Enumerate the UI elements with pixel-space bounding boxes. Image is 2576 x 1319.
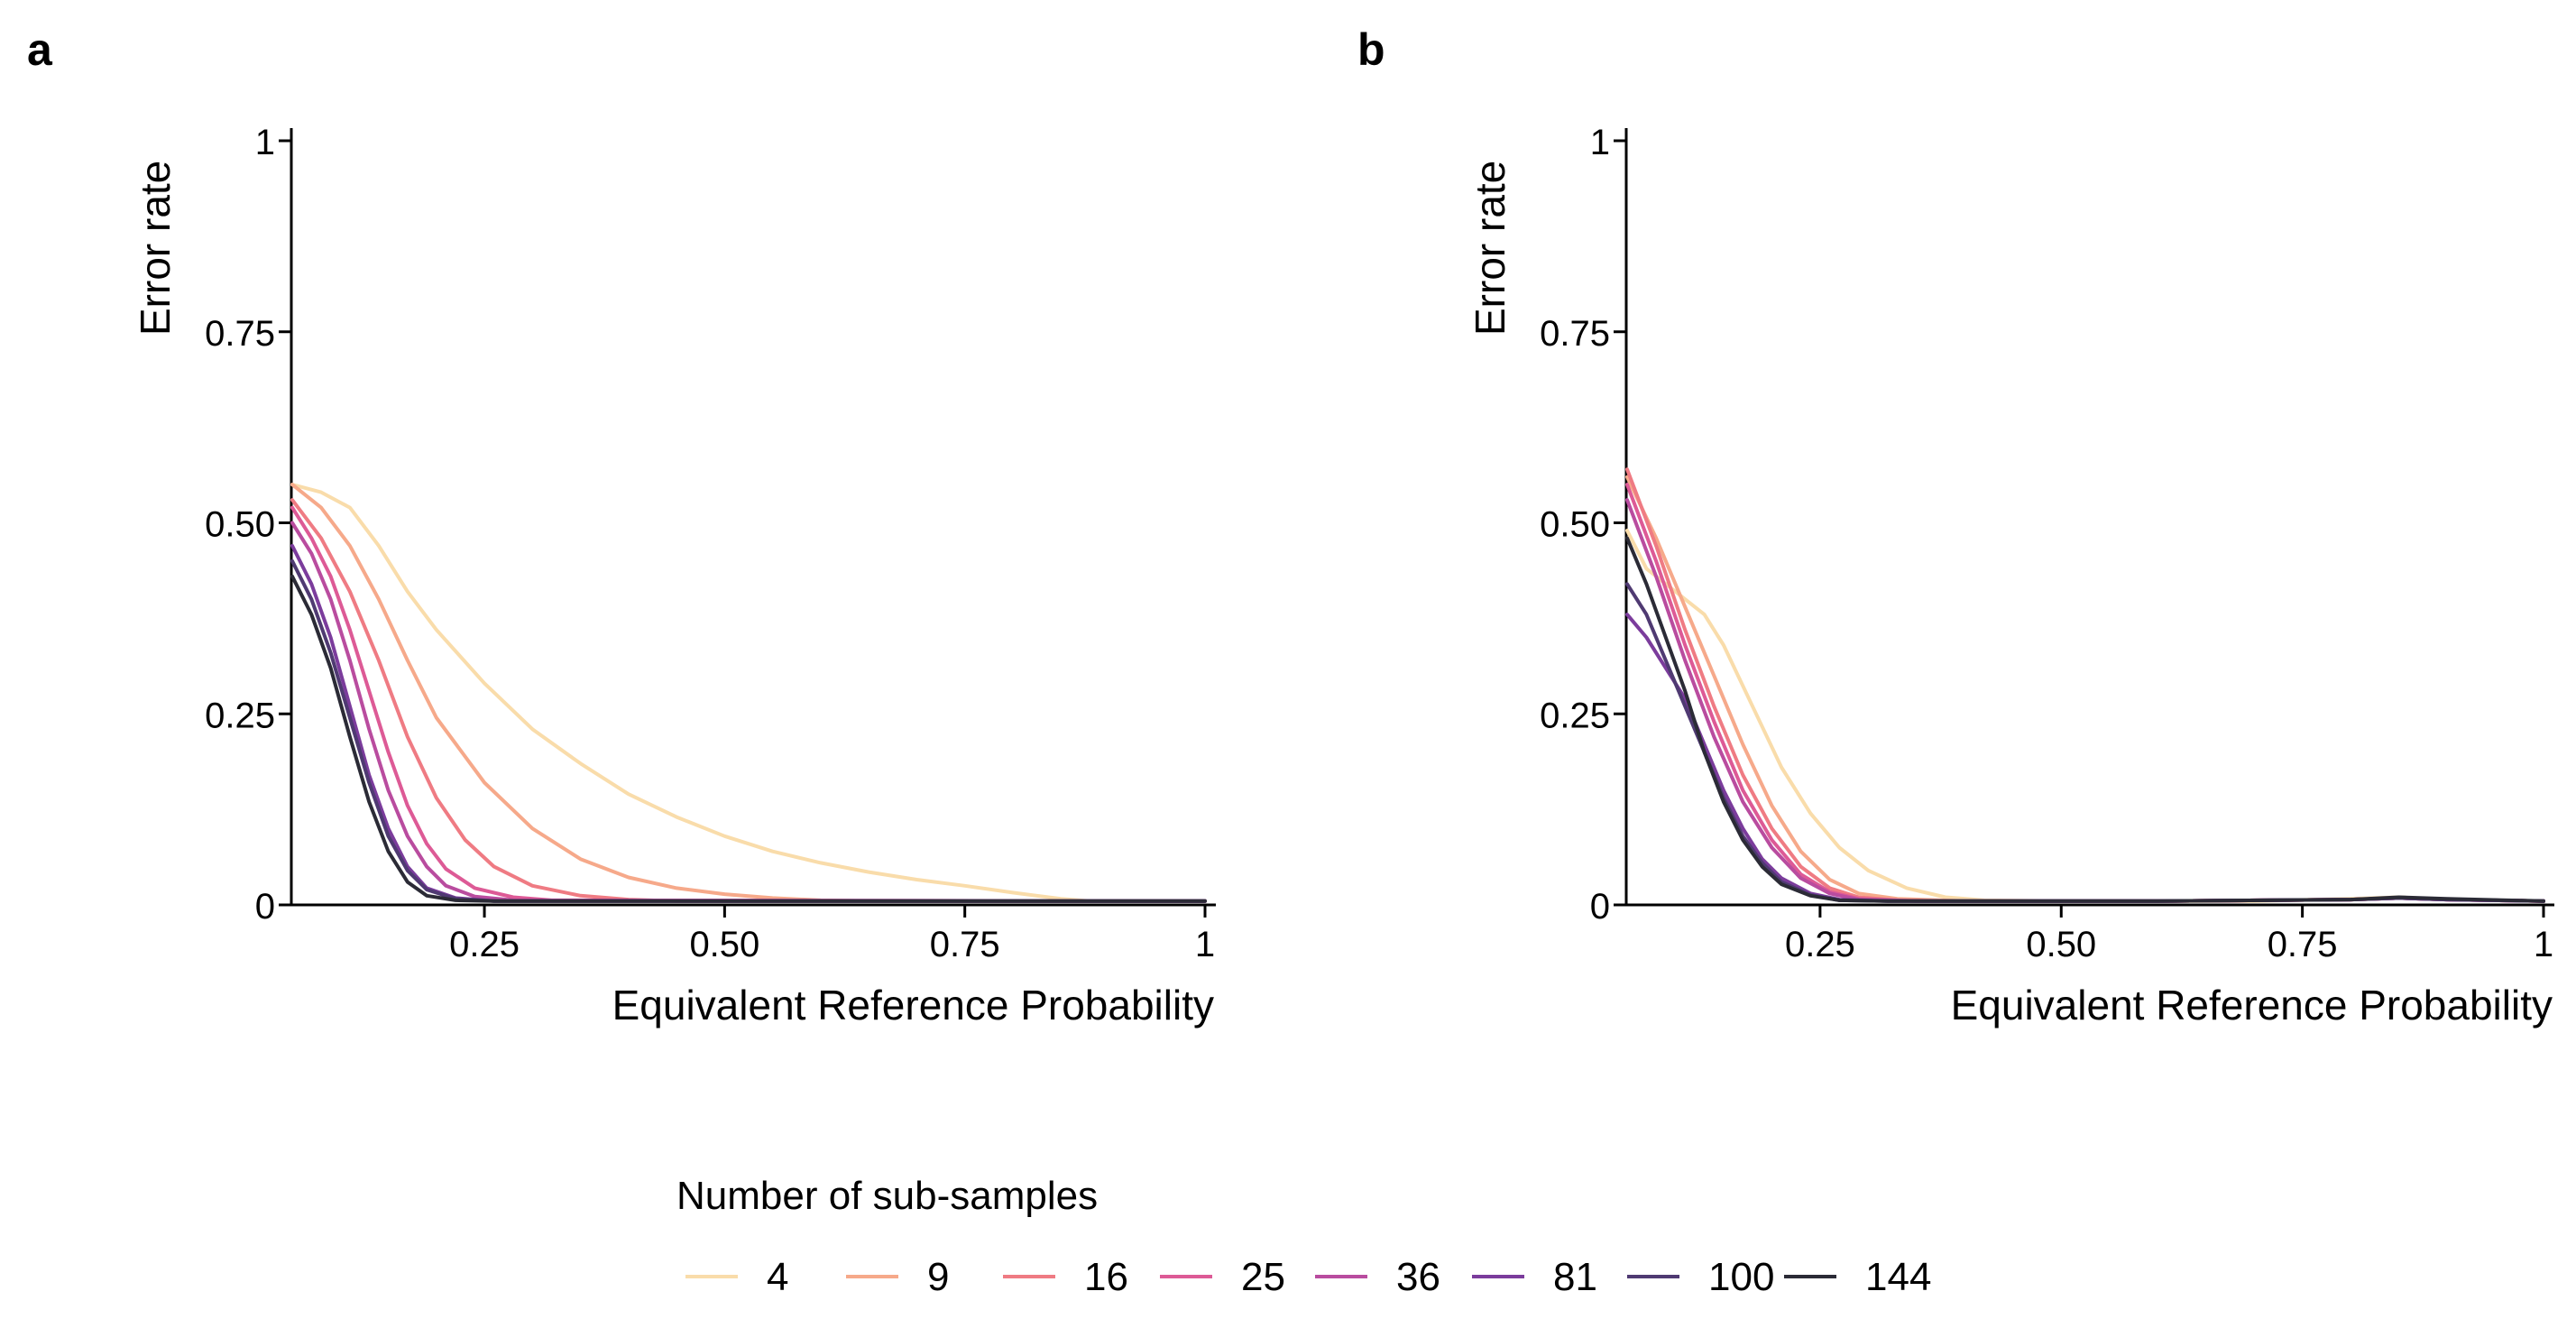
legend-item-144: 144: [1784, 1255, 1931, 1299]
y-tick-label: 0: [1590, 887, 1610, 927]
series-line-100: [290, 558, 1207, 903]
legend-item-16: 16: [1003, 1255, 1128, 1299]
y-tick-label: 0.75: [1540, 314, 1610, 354]
series-line-100: [1625, 582, 2545, 903]
legend-label: 81: [1553, 1255, 1597, 1299]
y-tick-label: 1: [1590, 123, 1610, 162]
series-line-4: [290, 483, 1207, 903]
series-line-144: [1625, 536, 2545, 903]
legend-item-100: 100: [1627, 1255, 1774, 1299]
x-axis-label: Equivalent Reference Probability: [1951, 982, 2553, 1028]
legend: Number of sub-samples 4 9 16 25 36 81 100 144: [676, 1174, 1931, 1299]
legend-label: 25: [1241, 1255, 1285, 1299]
panel-b: 0 0.25 0.50 0.75 1 0.25 0.50 0.75 1 Equivalent Re…: [1467, 123, 2554, 1028]
legend-label: 9: [927, 1255, 949, 1299]
panel-a: 0 0.25 0.50 0.75 1 0.25 0.50 0.75 1 Equivalent Re…: [132, 123, 1216, 1028]
legend-title: Number of sub-samples: [676, 1174, 1098, 1218]
legend-item-36: 36: [1315, 1255, 1440, 1299]
legend-item-9: 9: [846, 1255, 949, 1299]
panel-label-a: a: [27, 24, 53, 75]
series-line-36: [1625, 498, 2545, 903]
series-line-36: [290, 521, 1207, 903]
x-tick-label: 0.25: [1785, 925, 1855, 964]
y-axis-label: Error rate: [132, 161, 179, 336]
legend-items: 4 9 16 25 36 81 100 144: [685, 1255, 1931, 1299]
legend-label: 4: [767, 1255, 788, 1299]
legend-label: 100: [1708, 1255, 1774, 1299]
x-tick-label: 0.50: [2026, 925, 2096, 964]
y-tick-label: 0.75: [205, 314, 275, 354]
x-axis-label: Equivalent Reference Probability: [612, 982, 1214, 1028]
y-tick-label: 0: [255, 887, 275, 927]
legend-label: 16: [1084, 1255, 1128, 1299]
series-line-4: [1625, 529, 2545, 903]
y-tick-label: 0.25: [1540, 696, 1610, 735]
x-tick-label: 0.75: [930, 925, 1000, 964]
x-tick-label: 0.75: [2268, 925, 2338, 964]
series-line-144: [290, 574, 1207, 903]
legend-item-25: 25: [1160, 1255, 1285, 1299]
y-axis-label: Error rate: [1467, 161, 1513, 336]
y-tick-label: 0.25: [205, 696, 275, 735]
series-line-9: [290, 483, 1207, 903]
y-tick-label: 0.50: [205, 505, 275, 545]
panel-label-b: b: [1357, 24, 1385, 75]
legend-label: 36: [1396, 1255, 1440, 1299]
x-tick-label: 1: [2534, 925, 2553, 964]
x-tick-label: 0.50: [689, 925, 759, 964]
y-tick-label: 0.50: [1540, 505, 1610, 545]
legend-label: 144: [1865, 1255, 1931, 1299]
legend-item-81: 81: [1472, 1255, 1597, 1299]
y-tick-label: 1: [255, 123, 275, 162]
legend-item-4: 4: [685, 1255, 788, 1299]
series-line-81: [1625, 613, 2545, 903]
series-line-25: [290, 505, 1207, 903]
x-tick-label: 1: [1195, 925, 1215, 964]
x-tick-label: 0.25: [449, 925, 520, 964]
